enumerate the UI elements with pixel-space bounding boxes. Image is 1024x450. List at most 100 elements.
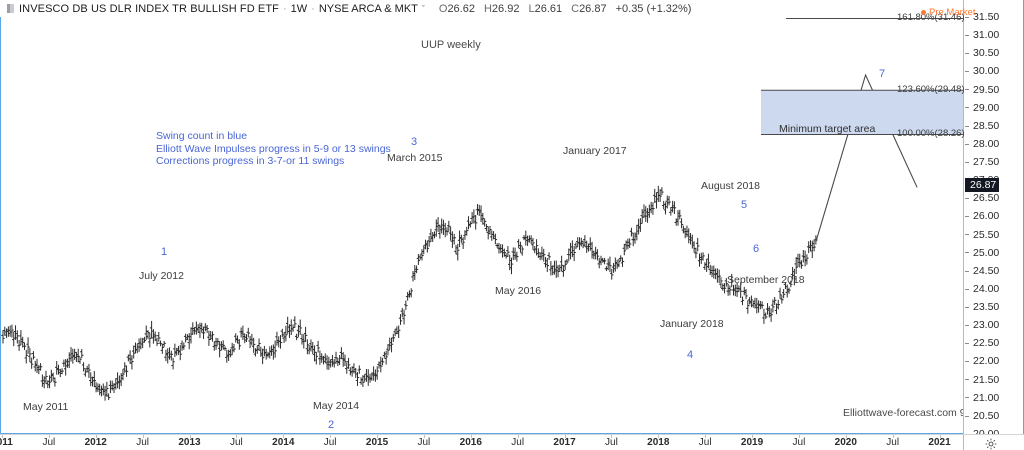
price-tick: 30.00 [964, 65, 999, 77]
header-separator-2: · [311, 2, 315, 15]
time-tick-mark [470, 435, 472, 438]
date-annotation: March 2015 [387, 152, 443, 164]
price-tick-mark [965, 216, 969, 218]
price-tick-mark [965, 288, 969, 290]
price-tick: 24.50 [964, 265, 999, 277]
price-tick-mark [965, 361, 969, 363]
credit-watermark: Elliottwave-forecast.com 9.3.2019 [843, 407, 963, 419]
open-value: O26.62 [439, 3, 475, 15]
fibonacci-level-label: 123.60%(29.48) [897, 84, 965, 96]
price-tick: 21.00 [964, 392, 999, 404]
low-value: L26.61 [528, 3, 562, 15]
ohlc-bars [1, 185, 818, 401]
pre-market-indicator: Pre Market [921, 7, 975, 18]
symbol-title[interactable]: INVESCO DB US DLR INDEX TR BULLISH FD ET… [19, 2, 279, 15]
price-tick-label: 30.50 [973, 47, 1000, 60]
date-annotation: September 2018 [727, 274, 805, 286]
time-tick-mark [658, 435, 660, 438]
close-label: C [571, 2, 580, 15]
price-chart-pane[interactable]: UUP weekly Swing count in blue Elliott W… [0, 17, 963, 434]
price-tick: 31.50 [964, 11, 999, 23]
swing-legend: Swing count in blue Elliott Wave Impulse… [156, 130, 391, 168]
price-tick-mark [965, 198, 969, 200]
price-tick-label: 22.00 [973, 355, 1000, 368]
time-tick-label: Jul [511, 437, 525, 448]
exchange-label[interactable]: NYSE ARCA & MKT [318, 2, 418, 15]
time-tick-mark [892, 435, 894, 438]
time-tick-mark [142, 435, 144, 438]
price-tick-label: 21.50 [973, 373, 1000, 386]
price-tick: 25.00 [964, 247, 999, 259]
price-tick: 23.00 [964, 319, 999, 331]
scale-divider [963, 435, 964, 450]
time-tick-mark [845, 435, 847, 438]
price-tick-mark [965, 306, 969, 308]
swing-label-7: 7 [879, 68, 886, 80]
interval-label[interactable]: 1W [290, 2, 308, 15]
minimum-target-area-box[interactable] [761, 90, 963, 135]
price-tick-label: 26.00 [973, 210, 1000, 223]
date-annotation: May 2011 [23, 401, 69, 413]
date-annotation: August 2018 [701, 180, 760, 192]
price-tick: 28.00 [964, 138, 999, 150]
price-tick-mark [965, 252, 969, 254]
time-tick-label: 2021 [928, 437, 951, 448]
price-tick-label: 31.00 [973, 29, 1000, 42]
price-tick-mark [965, 161, 969, 163]
price-tick-label: 24.00 [973, 282, 1000, 295]
price-tick-label: 28.00 [973, 137, 1000, 150]
price-tick: 25.50 [964, 229, 999, 241]
time-tick-label: 2019 [740, 437, 764, 448]
price-tick-mark [965, 324, 969, 326]
price-tick-label: 25.00 [973, 246, 1000, 259]
price-tick: 21.50 [964, 374, 999, 386]
time-tick-label: 2014 [272, 437, 295, 448]
time-tick-label: 2015 [365, 437, 389, 448]
chart-canvas [1, 17, 963, 401]
time-tick-label: Jul [698, 437, 712, 448]
time-tick-label: 2018 [647, 437, 670, 448]
price-tick-label: 23.00 [973, 319, 1000, 332]
time-tick-mark [377, 435, 379, 438]
ohlc-values: O26.62 H26.92 L26.61 C26.87 +0.35 (+1.32… [439, 3, 692, 15]
time-tick-mark [236, 435, 238, 438]
price-tick-mark [965, 234, 969, 236]
swing-label-3: 3 [411, 136, 418, 148]
time-scale[interactable]: 2011 Jul 2012 Jul 2013 Jul 2014 Jul 2015 Jul 2016 J… [0, 434, 1024, 450]
price-tick-label: 27.50 [973, 156, 1000, 169]
time-tick-mark [564, 435, 566, 438]
chart-title: UUP weekly [421, 39, 481, 51]
price-tick-mark [965, 125, 969, 127]
time-tick-mark [95, 435, 97, 438]
chevron-down-icon[interactable]: ˇ [421, 3, 425, 14]
price-scale[interactable]: 31.50 31.00 30.50 30.00 29.50 29.00 28.50 28.00… [963, 0, 1024, 440]
price-tick-label: 31.50 [973, 11, 1000, 23]
date-annotation: May 2016 [495, 285, 542, 297]
close-number: 26.87 [579, 2, 607, 15]
price-tick: 24.00 [964, 283, 999, 295]
gear-icon[interactable] [985, 437, 997, 450]
price-tick-mark [965, 415, 969, 417]
date-annotation: May 2014 [313, 400, 360, 412]
price-tick: 28.50 [964, 120, 999, 132]
time-tick-label: Jul [605, 437, 618, 448]
date-annotation: January 2018 [660, 318, 724, 330]
time-tick-mark [48, 435, 50, 438]
price-tick: 26.50 [964, 192, 999, 204]
time-tick-label: 2011 [0, 437, 13, 448]
time-tick-mark [939, 435, 941, 438]
legend-line-1: Swing count in blue [156, 130, 248, 142]
price-tick-mark [965, 107, 969, 109]
time-tick-mark [752, 435, 754, 438]
time-tick-mark [2, 435, 3, 438]
time-tick-mark [189, 435, 191, 438]
swing-label-2: 2 [328, 419, 335, 431]
header-separator-1: · [283, 2, 287, 15]
price-tick-mark [965, 89, 969, 91]
time-tick-label: 2012 [84, 437, 107, 448]
time-tick-mark [330, 435, 332, 438]
swing-label-4: 4 [687, 349, 694, 361]
low-label: L [528, 2, 535, 15]
price-tick: 29.00 [964, 102, 999, 114]
